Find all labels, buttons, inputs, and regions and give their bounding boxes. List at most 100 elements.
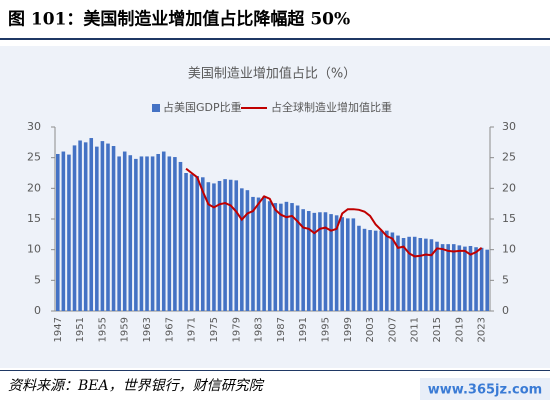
bar [485, 249, 489, 311]
bar [251, 196, 255, 311]
y-tick-label: 0 [34, 304, 41, 317]
bar [318, 212, 322, 311]
bar [457, 245, 462, 311]
bar [201, 177, 205, 311]
x-tick-label: 1951 [75, 317, 86, 342]
bar [83, 142, 88, 311]
bar [279, 203, 283, 311]
source-note: 资料来源：BEA，世界银行，财信研究院 [8, 378, 265, 394]
bar [468, 245, 473, 311]
x-tick-label: 1971 [187, 317, 198, 342]
bar [150, 156, 155, 311]
bar [346, 218, 350, 311]
bar [128, 155, 133, 311]
bar [334, 215, 339, 311]
bar [373, 230, 378, 311]
x-tick-label: 1963 [142, 317, 153, 342]
bar [385, 230, 389, 311]
x-tick-label: 1999 [343, 317, 354, 342]
bar [306, 211, 311, 311]
bar [418, 238, 423, 311]
bar [474, 247, 478, 311]
bar [134, 158, 138, 311]
y2-tick-label: 30 [502, 120, 516, 133]
bar [446, 244, 450, 311]
bar [256, 197, 261, 311]
bar [240, 188, 244, 311]
bar [284, 201, 289, 311]
x-tick-label: 2019 [454, 317, 465, 342]
bar [78, 140, 82, 311]
bar [95, 146, 99, 311]
bar [245, 190, 250, 311]
bar [390, 232, 395, 311]
bar [435, 241, 439, 311]
watermark-box [420, 378, 550, 400]
x-tick-label: 1995 [320, 317, 331, 342]
bar [223, 179, 227, 311]
y2-tick-label: 10 [502, 243, 516, 256]
bar [117, 156, 121, 311]
chart-title: 美国制造业增加值占比（%） [188, 66, 356, 82]
x-tick-label: 1975 [209, 317, 220, 342]
bar [396, 235, 400, 311]
line [185, 167, 483, 258]
bar [184, 173, 188, 311]
x-tick-label: 2023 [477, 317, 488, 342]
x-tick-label: 2007 [387, 317, 398, 342]
bar [72, 145, 77, 311]
watermark: www.365jz.com [428, 383, 542, 398]
bar [451, 244, 456, 311]
bar [424, 238, 428, 311]
bar [189, 174, 194, 311]
y2-tick-label: 15 [502, 212, 516, 225]
legend-label: 占全球制造业增加值比重 [271, 100, 392, 114]
x-tick-label: 2003 [365, 317, 376, 342]
bar [234, 180, 239, 311]
bar [429, 239, 434, 311]
y-tick-label: 10 [27, 243, 41, 256]
x-tick-label: 1967 [164, 317, 175, 342]
bar [463, 246, 467, 311]
y-tick-label: 25 [27, 151, 41, 164]
y2-tick-label: 5 [502, 273, 509, 286]
bar [61, 151, 66, 311]
bar [145, 156, 149, 311]
bar [440, 244, 445, 311]
x-tick-label: 1955 [97, 317, 108, 342]
bar [290, 203, 294, 311]
y2-tick-label: 0 [502, 304, 509, 317]
bar [167, 156, 172, 311]
bar [323, 212, 328, 311]
bar [479, 247, 484, 311]
x-tick-label: 2011 [410, 317, 421, 342]
bar [206, 182, 211, 311]
y-tick-label: 20 [27, 181, 41, 194]
bar [161, 151, 166, 311]
bar [267, 201, 272, 311]
bar [173, 157, 177, 311]
y-tick-label: 15 [27, 212, 41, 225]
y-tick-label: 30 [27, 120, 41, 133]
y2-tick-label: 20 [502, 181, 516, 194]
x-tick-label: 1991 [298, 317, 309, 342]
bar [407, 236, 411, 311]
footer-rule [0, 370, 550, 371]
bar [156, 153, 160, 311]
y-tick-label: 5 [34, 273, 41, 286]
bar [195, 176, 199, 311]
x-tick-label: 2015 [432, 317, 443, 342]
x-tick-label: 1979 [231, 317, 242, 342]
bar [217, 180, 222, 311]
bar [111, 146, 116, 311]
bar [357, 225, 361, 311]
bar [273, 203, 278, 311]
bar [368, 230, 372, 311]
bar [228, 179, 233, 311]
x-tick-label: 1987 [276, 317, 287, 342]
bar [412, 236, 417, 311]
bar [106, 143, 110, 311]
bar [340, 217, 344, 311]
x-tick-label: 1947 [53, 317, 64, 342]
